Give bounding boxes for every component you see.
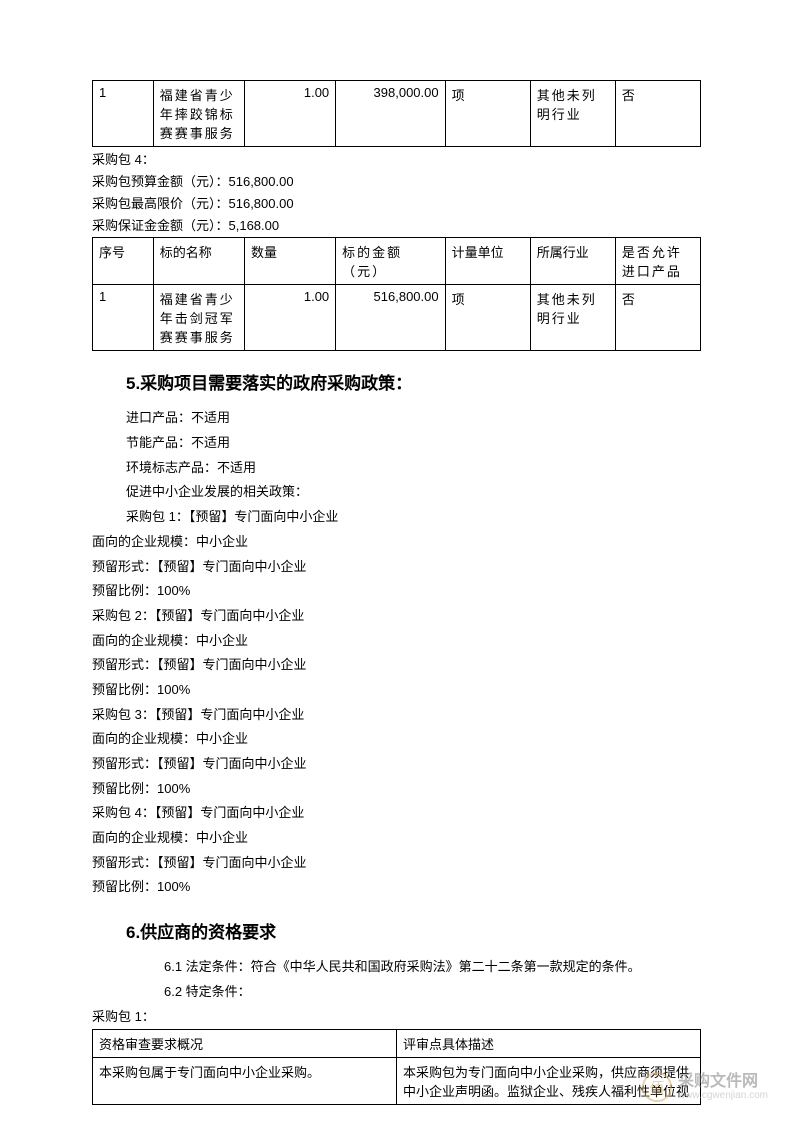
header-amount: 标的金额（元） <box>336 238 445 285</box>
table-header-row: 序号 标的名称 数量 标的金额（元） 计量单位 所属行业 是否允许进口产品 <box>93 238 701 285</box>
watermark: 佰 采购文件网 www.cgwenjian.com <box>642 1072 768 1102</box>
section5-heading: 5.采购项目需要落实的政府采购政策： <box>92 369 701 394</box>
section6-line1: 6.1 法定条件：符合《中华人民共和国政府采购法》第二十二条第一款规定的条件。 <box>92 955 701 980</box>
policy-line: 预留比例：100% <box>92 777 701 802</box>
policy-line: 预留比例：100% <box>92 875 701 900</box>
cell-seq: 1 <box>93 285 154 351</box>
watermark-main: 采购文件网 <box>678 1073 768 1091</box>
policy-line: 面向的企业规模：中小企业 <box>92 629 701 654</box>
pkg4-deposit: 采购保证金金额（元）：5,168.00 <box>92 215 701 237</box>
section6-heading: 6.供应商的资格要求 <box>92 918 701 943</box>
cell-qty: 1.00 <box>244 81 335 147</box>
policy-line: 预留比例：100% <box>92 678 701 703</box>
header-industry: 所属行业 <box>530 238 615 285</box>
cell-unit: 项 <box>445 81 530 147</box>
pkg4-budget: 采购包预算金额（元）：516,800.00 <box>92 171 701 193</box>
cell-unit: 项 <box>445 285 530 351</box>
policy-line: 面向的企业规模：中小企业 <box>92 826 701 851</box>
watermark-icon: 佰 <box>642 1072 672 1102</box>
qual-cell1: 本采购包属于专门面向中小企业采购。 <box>93 1058 397 1105</box>
watermark-sub: www.cgwenjian.com <box>678 1090 768 1101</box>
policy-line: 面向的企业规模：中小企业 <box>92 727 701 752</box>
table-row: 本采购包属于专门面向中小企业采购。 本采购包为专门面向中小企业采购，供应商须提供… <box>93 1058 701 1105</box>
cell-industry: 其他未列明行业 <box>530 81 615 147</box>
policy-line: 预留比例：100% <box>92 579 701 604</box>
policy-line: 环境标志产品：不适用 <box>92 456 701 481</box>
policy-line: 面向的企业规模：中小企业 <box>92 530 701 555</box>
qual-header1: 资格审查要求概况 <box>93 1030 397 1058</box>
table-package4: 序号 标的名称 数量 标的金额（元） 计量单位 所属行业 是否允许进口产品 1 … <box>92 237 701 351</box>
cell-name: 福建省青少年击剑冠军赛赛事服务 <box>153 285 244 351</box>
policy-line: 预留形式：【预留】专门面向中小企业 <box>92 851 701 876</box>
cell-amount: 516,800.00 <box>336 285 445 351</box>
policy-line: 采购包 2：【预留】专门面向中小企业 <box>92 604 701 629</box>
table-row: 1 福建省青少年击剑冠军赛赛事服务 1.00 516,800.00 项 其他未列… <box>93 285 701 351</box>
policy-line: 预留形式：【预留】专门面向中小企业 <box>92 653 701 678</box>
policy-line: 采购包 3：【预留】专门面向中小企业 <box>92 703 701 728</box>
table-package3: 1 福建省青少年摔跤锦标赛赛事服务 1.00 398,000.00 项 其他未列… <box>92 80 701 147</box>
policy-line: 预留形式：【预留】专门面向中小企业 <box>92 752 701 777</box>
cell-qty: 1.00 <box>244 285 335 351</box>
pkg4-title: 采购包 4： <box>92 149 701 171</box>
policy-line: 节能产品：不适用 <box>92 431 701 456</box>
header-seq: 序号 <box>93 238 154 285</box>
section6-line2: 6.2 特定条件： <box>92 980 701 1005</box>
cell-import: 否 <box>615 285 700 351</box>
table-row: 1 福建省青少年摔跤锦标赛赛事服务 1.00 398,000.00 项 其他未列… <box>93 81 701 147</box>
policy-line: 采购包 4：【预留】专门面向中小企业 <box>92 801 701 826</box>
policy-line: 预留形式：【预留】专门面向中小企业 <box>92 555 701 580</box>
header-name: 标的名称 <box>153 238 244 285</box>
policy-line: 进口产品：不适用 <box>92 406 701 431</box>
pkg4-limit: 采购包最高限价（元）：516,800.00 <box>92 193 701 215</box>
watermark-text: 采购文件网 www.cgwenjian.com <box>678 1073 768 1102</box>
cell-name: 福建省青少年摔跤锦标赛赛事服务 <box>153 81 244 147</box>
cell-amount: 398,000.00 <box>336 81 445 147</box>
cell-seq: 1 <box>93 81 154 147</box>
table-header-row: 资格审查要求概况 评审点具体描述 <box>93 1030 701 1058</box>
section6-pkg: 采购包 1： <box>92 1005 701 1030</box>
header-import: 是否允许进口产品 <box>615 238 700 285</box>
table-qualification: 资格审查要求概况 评审点具体描述 本采购包属于专门面向中小企业采购。 本采购包为… <box>92 1029 701 1105</box>
cell-industry: 其他未列明行业 <box>530 285 615 351</box>
qual-header2: 评审点具体描述 <box>397 1030 701 1058</box>
header-qty: 数量 <box>244 238 335 285</box>
policy-line: 促进中小企业发展的相关政策： <box>92 480 701 505</box>
header-unit: 计量单位 <box>445 238 530 285</box>
cell-import: 否 <box>615 81 700 147</box>
policy-line: 采购包 1：【预留】专门面向中小企业 <box>92 505 701 530</box>
